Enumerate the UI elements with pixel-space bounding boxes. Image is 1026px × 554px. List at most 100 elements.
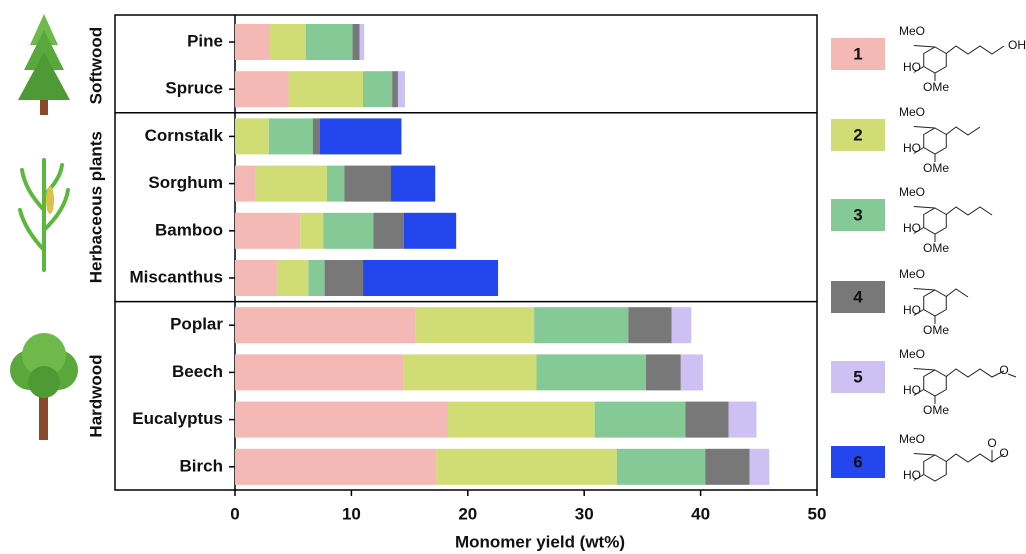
bond <box>914 127 935 129</box>
bar-segment <box>306 24 353 60</box>
bar-segment <box>685 402 728 438</box>
category-label: Bamboo <box>155 220 223 239</box>
side-chain <box>946 369 1004 377</box>
category-label: Pine <box>187 31 223 50</box>
bar-segment <box>536 354 645 390</box>
bar-segment <box>277 260 308 296</box>
group-label: Softwood <box>86 27 105 104</box>
category-label: Sorghum <box>148 173 223 192</box>
bar-segment <box>363 71 392 107</box>
bar-segment <box>436 449 616 485</box>
structure-label: OMe <box>923 241 949 255</box>
category-label: Birch <box>180 456 223 475</box>
group-label: Hardwood <box>86 354 105 437</box>
bar-segment <box>308 260 324 296</box>
bar-segment <box>235 354 404 390</box>
category-label: Miscanthus <box>129 267 223 286</box>
bar-segment <box>404 213 456 249</box>
side-chain <box>946 127 980 135</box>
bar-segment <box>595 402 686 438</box>
structure-label: O <box>999 446 1008 460</box>
bar-segment <box>256 166 327 202</box>
bar-segment <box>235 307 415 343</box>
bar-segment <box>534 307 628 343</box>
bar-segment <box>360 24 365 60</box>
legend-label: 1 <box>853 44 862 63</box>
bar-segment <box>270 24 306 60</box>
bar-segment <box>235 24 270 60</box>
bar-segment <box>323 213 373 249</box>
pine-icon <box>18 14 70 115</box>
category-label: Poplar <box>170 315 223 334</box>
bar-segment <box>313 118 320 154</box>
tree-icon <box>10 333 78 440</box>
structure-label: MeO <box>899 24 925 38</box>
bar-segment <box>448 402 595 438</box>
bar-segment <box>235 118 269 154</box>
bar-segment <box>374 213 404 249</box>
structure-label: OMe <box>923 403 949 417</box>
bar-segment <box>235 449 436 485</box>
structure-label: OMe <box>923 323 949 337</box>
structure-label: HO <box>903 60 921 74</box>
bar-segment <box>415 307 534 343</box>
legend-label: 6 <box>853 452 862 471</box>
bar-segment <box>398 71 405 107</box>
bar-segment <box>617 449 705 485</box>
x-tick-label: 10 <box>342 504 361 523</box>
bar-segment <box>235 260 277 296</box>
bar-segment <box>363 260 498 296</box>
bond <box>914 369 935 371</box>
bar-segment <box>235 213 300 249</box>
structure-label: OMe <box>923 161 949 175</box>
structure-label: OMe <box>923 80 949 94</box>
structure-label: MeO <box>899 432 925 446</box>
structure-label: MeO <box>899 347 925 361</box>
side-chain <box>946 46 1004 54</box>
benzene-ring <box>924 455 947 481</box>
side-chain <box>946 289 968 297</box>
bar-segment <box>344 166 391 202</box>
structure-label: O <box>999 363 1008 377</box>
bar-segment <box>353 24 360 60</box>
bar-segment <box>646 354 681 390</box>
x-tick-label: 20 <box>458 504 477 523</box>
structure-label: O <box>987 436 996 450</box>
legend-item: 1MeOHOOMeOH <box>831 24 1026 94</box>
x-tick-label: 30 <box>575 504 594 523</box>
benzene-ring <box>924 208 947 234</box>
bar-segment <box>705 449 749 485</box>
bar-segment <box>749 449 769 485</box>
benzene-ring <box>924 290 947 316</box>
legend-label: 5 <box>853 367 862 386</box>
bar-segment <box>729 402 757 438</box>
bond <box>914 289 935 291</box>
bar-segment <box>269 118 313 154</box>
bar-segment <box>320 118 401 154</box>
benzene-ring <box>924 128 947 154</box>
bar-segment <box>628 307 671 343</box>
chart: Monomer yield (wt%) 0 10 20 30 40 50 Pine Spruc… <box>0 0 1026 554</box>
bar-segment <box>327 166 344 202</box>
bar-segment <box>325 260 363 296</box>
bar-segment <box>391 166 435 202</box>
group-label: Herbaceous plants <box>86 131 105 283</box>
x-tick-label: 40 <box>691 504 710 523</box>
legend-label: 4 <box>853 287 863 306</box>
side-chain <box>946 454 1004 462</box>
category-label: Cornstalk <box>145 126 224 145</box>
bar-segment <box>392 71 398 107</box>
x-tick-label: 0 <box>230 504 239 523</box>
x-tick-label: 50 <box>808 504 827 523</box>
corn-icon <box>20 160 68 270</box>
category-label: Spruce <box>165 79 223 98</box>
bond <box>914 207 935 209</box>
structure-label: HO <box>903 141 921 155</box>
x-axis-title: Monomer yield (wt%) <box>455 532 625 551</box>
bar-segment <box>404 354 537 390</box>
bar-segment <box>681 354 703 390</box>
legend-label: 2 <box>853 125 862 144</box>
legend-label: 3 <box>853 205 862 224</box>
